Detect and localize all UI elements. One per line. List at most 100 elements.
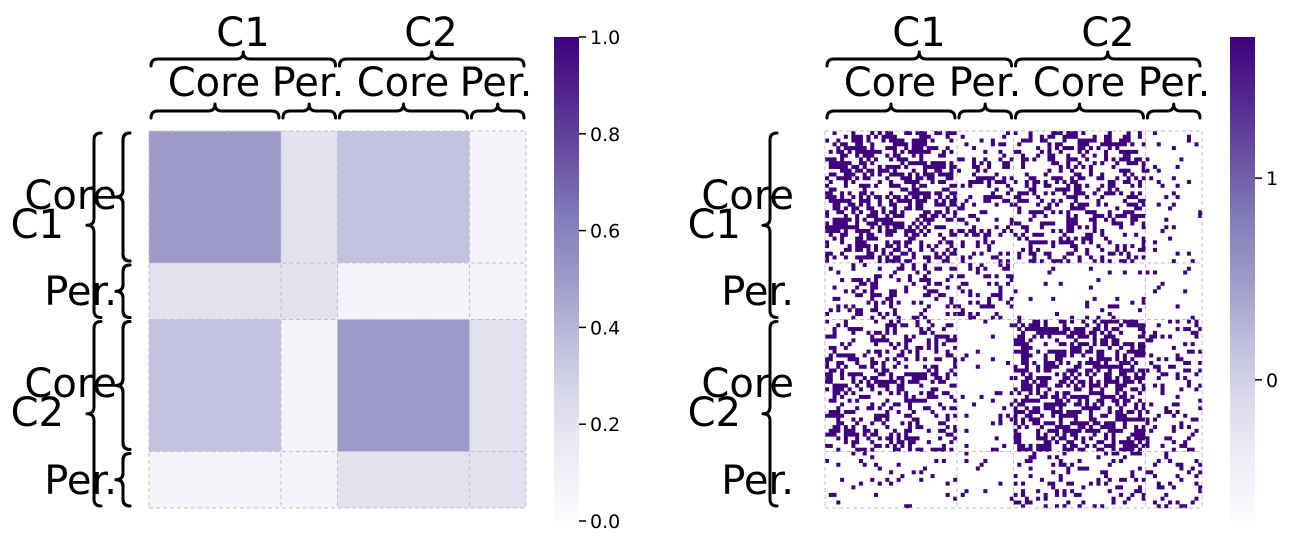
adjacency-cell — [892, 168, 897, 173]
adjacency-cell — [1051, 327, 1056, 332]
adjacency-cell — [1171, 440, 1176, 445]
adjacency-cell — [975, 266, 980, 271]
adjacency-cell — [1141, 372, 1146, 377]
adjacency-cell — [881, 421, 886, 426]
adjacency-cell — [1081, 202, 1086, 207]
adjacency-cell — [923, 138, 928, 143]
adjacency-cell — [1043, 180, 1048, 185]
adjacency-cell — [828, 232, 833, 237]
adjacency-cell — [862, 255, 867, 260]
adjacency-cell — [1028, 383, 1033, 388]
adjacency-cell — [896, 391, 901, 396]
adjacency-cell — [840, 477, 845, 482]
adjacency-cell — [904, 157, 909, 162]
adjacency-cell — [1122, 391, 1127, 396]
adjacency-cell — [1085, 372, 1090, 377]
adjacency-cell — [1122, 376, 1127, 381]
adjacency-cell — [1043, 496, 1048, 501]
adjacency-cell — [1130, 195, 1135, 200]
adjacency-cell — [1009, 278, 1014, 283]
adjacency-cell — [1103, 360, 1108, 365]
adjacency-cell — [1051, 462, 1056, 467]
adjacency-cell — [1111, 319, 1116, 324]
adjacency-cell — [881, 300, 886, 305]
adjacency-cell — [1160, 229, 1165, 234]
adjacency-cell — [1100, 364, 1105, 369]
adjacency-cell — [828, 187, 833, 192]
adjacency-cell — [1103, 413, 1108, 418]
adjacency-cell — [1107, 421, 1112, 426]
adjacency-cell — [843, 391, 848, 396]
adjacency-cell — [1160, 485, 1165, 490]
adjacency-cell — [1043, 368, 1048, 373]
adjacency-cell — [1149, 360, 1154, 365]
adjacency-cell — [1168, 500, 1173, 505]
adjacency-cell — [934, 266, 939, 271]
right-panel-braces — [114, 50, 1202, 508]
adjacency-cell — [1054, 492, 1059, 497]
adjacency-cell — [877, 149, 882, 154]
adjacency-cell — [979, 210, 984, 215]
adjacency-cell — [877, 466, 882, 471]
adjacency-cell — [858, 191, 863, 196]
adjacency-cell — [1073, 368, 1078, 373]
adjacency-cell — [1126, 138, 1131, 143]
adjacency-cell — [874, 221, 879, 226]
adjacency-cell — [836, 383, 841, 388]
adjacency-cell — [1179, 421, 1184, 426]
adjacency-cell — [843, 176, 848, 181]
adjacency-cell — [956, 168, 961, 173]
adjacency-cell — [904, 164, 909, 169]
adjacency-cell — [1111, 342, 1116, 347]
adjacency-cell — [953, 304, 958, 309]
adjacency-cell — [1077, 327, 1082, 332]
adjacency-cell — [892, 443, 897, 448]
adjacency-cell — [892, 210, 897, 215]
adjacency-cell — [847, 357, 852, 362]
adjacency-cell — [1058, 198, 1063, 203]
adjacency-cell — [945, 413, 950, 418]
adjacency-cell — [930, 172, 935, 177]
adjacency-cell — [1005, 259, 1010, 264]
adjacency-cell — [866, 229, 871, 234]
adjacency-cell — [1066, 217, 1071, 222]
adjacency-cell — [964, 451, 969, 456]
adjacency-cell — [949, 447, 954, 452]
adjacency-cell — [1088, 413, 1093, 418]
adjacency-cell — [923, 161, 928, 166]
adjacency-cell — [1141, 406, 1146, 411]
adjacency-cell — [858, 161, 863, 166]
adjacency-cell — [1126, 360, 1131, 365]
adjacency-cell — [911, 334, 916, 339]
adjacency-cell — [1141, 244, 1146, 249]
adjacency-cell — [1062, 349, 1067, 354]
adjacency-cell — [1024, 353, 1029, 358]
adjacency-cell — [1137, 398, 1142, 403]
adjacency-cell — [1152, 364, 1158, 369]
adjacency-cell — [1073, 428, 1078, 433]
adjacency-cell — [896, 172, 901, 177]
adjacency-cell — [1062, 146, 1067, 151]
adjacency-cell — [1054, 349, 1059, 354]
adjacency-cell — [1111, 425, 1116, 430]
adjacency-cell — [1032, 379, 1037, 384]
adjacency-cell — [836, 436, 841, 441]
adjacency-cell — [1009, 391, 1014, 396]
adjacency-cell — [919, 345, 924, 350]
adjacency-cell — [862, 281, 867, 286]
adjacency-cell — [858, 458, 863, 464]
adjacency-cell — [1088, 345, 1093, 350]
adjacency-cell — [1070, 176, 1075, 181]
adjacency-cell — [828, 368, 833, 373]
adjacency-cell — [904, 289, 909, 294]
adjacency-cell — [926, 146, 931, 151]
adjacency-cell — [1073, 134, 1078, 139]
adjacency-cell — [825, 413, 830, 418]
adjacency-cell — [953, 334, 958, 339]
adjacency-cell — [851, 225, 856, 230]
adjacency-cell — [1017, 425, 1022, 430]
adjacency-cell — [1103, 191, 1108, 196]
adjacency-cell — [1017, 349, 1022, 354]
adjacency-cell — [1028, 443, 1033, 448]
adjacency-cell — [1081, 164, 1086, 169]
